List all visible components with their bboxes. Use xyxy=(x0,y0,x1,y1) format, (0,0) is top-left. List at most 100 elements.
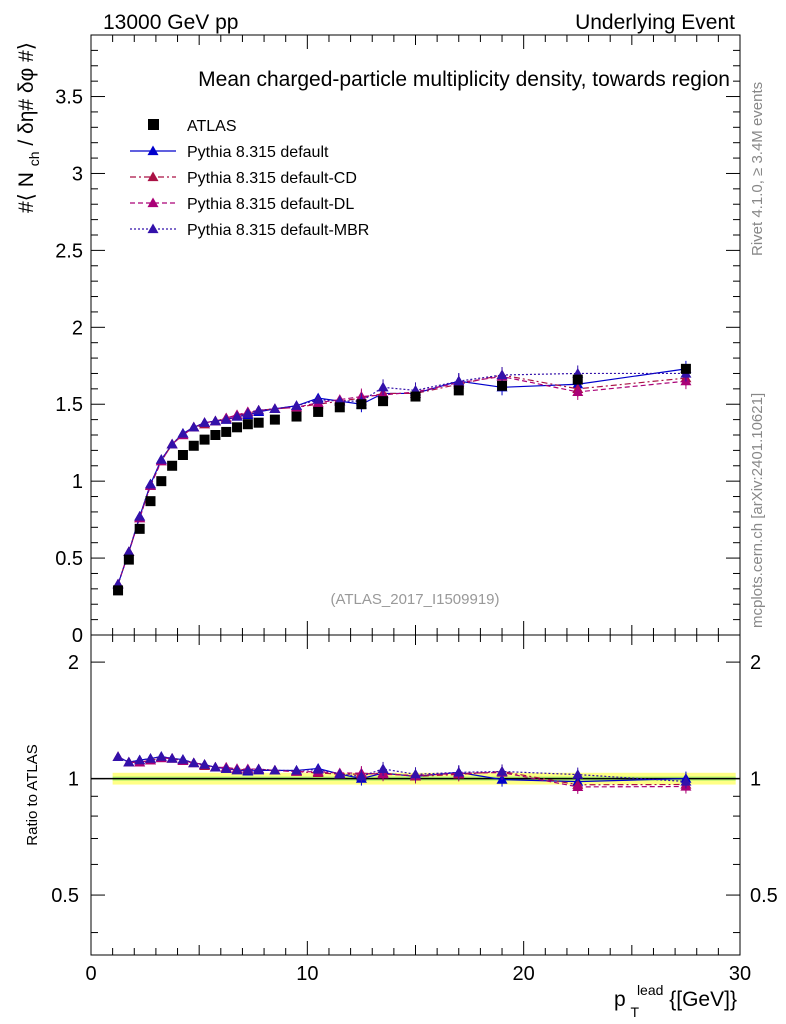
series-marker xyxy=(572,386,584,397)
data-point xyxy=(291,411,302,422)
x-tick-label: 0 xyxy=(85,963,96,985)
legend-label: ATLAS xyxy=(187,118,237,135)
ratio-tick-label-right: 1 xyxy=(750,769,761,791)
ratio-marker xyxy=(112,751,124,761)
data-point xyxy=(167,460,178,471)
x-axis-label-main: p xyxy=(614,988,626,1011)
ratio-marker xyxy=(253,763,265,774)
data-point xyxy=(497,380,508,391)
ratio-marker xyxy=(166,752,178,763)
ratio-marker xyxy=(134,754,146,765)
main-panel: 0 0.5 1 1.5 2 2.5 3 3.5 Mean charged-particle m… xyxy=(55,34,741,647)
ratio-marker xyxy=(269,764,281,775)
data-point xyxy=(453,385,464,396)
y-axis-label: #⟨ N ch / δη# δφ #⟩ xyxy=(15,42,44,213)
series-marker xyxy=(155,454,167,464)
data-point xyxy=(313,406,324,417)
ratio-marker xyxy=(231,764,243,775)
y-tick-label: 0 xyxy=(72,625,83,647)
ratio-marker xyxy=(453,766,465,777)
ratio-ticks: 0.5 0.51 12 20 10 20 30 xyxy=(51,635,778,985)
ratio-marker xyxy=(291,764,303,775)
y-tick-label: 3 xyxy=(72,163,83,185)
data-point xyxy=(269,414,280,425)
ratio-marker xyxy=(144,753,156,763)
series-marker xyxy=(123,546,135,557)
series-marker xyxy=(188,421,200,432)
y-tick-label: 2.5 xyxy=(55,240,83,262)
legend-data-marker xyxy=(148,119,159,130)
ratio-tick-label-right: 0.5 xyxy=(750,885,778,907)
rivet-info: Rivet 4.1.0, ≥ 3.4M events xyxy=(749,82,766,256)
ratio-marker xyxy=(220,763,232,773)
ratio-tick-label-right: 2 xyxy=(750,652,761,674)
legend-marker xyxy=(147,197,159,208)
series-marker xyxy=(144,478,156,489)
data-point xyxy=(123,554,134,565)
data-point xyxy=(145,496,156,507)
x-tick-label: 30 xyxy=(729,963,751,985)
series-marker xyxy=(209,415,221,426)
series-marker xyxy=(291,400,303,410)
chart-title: Mean charged-particle multiplicity densi… xyxy=(198,68,730,91)
legend-label: Pythia 8.315 default-MBR xyxy=(187,222,369,239)
legend: ATLAS Pythia 8.315 default Pythia 8.315 de… xyxy=(130,118,369,239)
legend-label: Pythia 8.315 default xyxy=(187,144,329,161)
data-point xyxy=(253,417,264,428)
data-point xyxy=(242,419,253,430)
ratio-tick-label: 2 xyxy=(68,652,79,674)
series-marker xyxy=(134,511,146,521)
data-point xyxy=(232,422,243,433)
y-tick-label: 3.5 xyxy=(55,87,83,109)
series-marker xyxy=(269,403,281,413)
main-series xyxy=(112,360,692,596)
y-axis-label-rest: / δη# δφ #⟩ xyxy=(15,42,38,146)
site-info: mcplots.cern.ch [arXiv:2401.10621] xyxy=(749,393,766,628)
ratio-marker xyxy=(123,756,135,767)
data-point xyxy=(378,396,389,407)
ratio-y-axis-label: Ratio to ATLAS xyxy=(24,744,41,845)
series-marker xyxy=(166,438,178,449)
series-marker xyxy=(253,404,265,415)
main-ticks: 0 0.5 1 1.5 2 2.5 3 3.5 xyxy=(55,35,741,647)
ratio-tick-label: 0.5 xyxy=(51,885,79,907)
legend-label: Pythia 8.315 default-CD xyxy=(187,170,357,187)
y-tick-label: 1.5 xyxy=(55,394,83,416)
data-point xyxy=(572,374,583,385)
ratio-marker xyxy=(377,763,389,774)
series-marker xyxy=(199,417,211,427)
series-line xyxy=(117,368,687,585)
data-point xyxy=(410,391,421,402)
series-marker xyxy=(177,427,189,438)
legend-marker xyxy=(147,223,159,234)
data-point xyxy=(680,363,691,374)
x-axis-label-sub: T xyxy=(631,1004,640,1020)
data-point xyxy=(334,402,345,413)
data-point xyxy=(221,426,232,437)
data-point xyxy=(156,476,167,487)
y-tick-label: 1 xyxy=(72,471,83,493)
ratio-marker xyxy=(155,751,167,761)
series-line xyxy=(117,374,686,585)
series-marker xyxy=(231,411,243,421)
ratio-marker xyxy=(680,776,692,786)
series-marker xyxy=(453,375,465,386)
ratio-marker xyxy=(410,768,421,779)
ratio-marker xyxy=(177,754,189,764)
ratio-frame xyxy=(90,634,741,956)
x-axis-label: p T lead {[GeV]} xyxy=(614,977,737,1022)
ratio-marker xyxy=(312,764,324,774)
data-point xyxy=(134,523,145,534)
x-axis-label-rest: {[GeV]} xyxy=(669,988,737,1011)
analysis-id: (ATLAS_2017_I1509919) xyxy=(330,591,499,608)
legend-label: Pythia 8.315 default-DL xyxy=(187,196,354,213)
series-marker xyxy=(496,369,508,380)
series-marker xyxy=(377,381,389,392)
ratio-marker xyxy=(334,768,346,779)
ratio-marker xyxy=(572,781,584,792)
ratio-marker xyxy=(242,764,254,775)
legend-marker xyxy=(147,171,159,182)
data-point xyxy=(188,440,199,451)
y-axis-label-main: #⟨ N xyxy=(15,172,38,213)
